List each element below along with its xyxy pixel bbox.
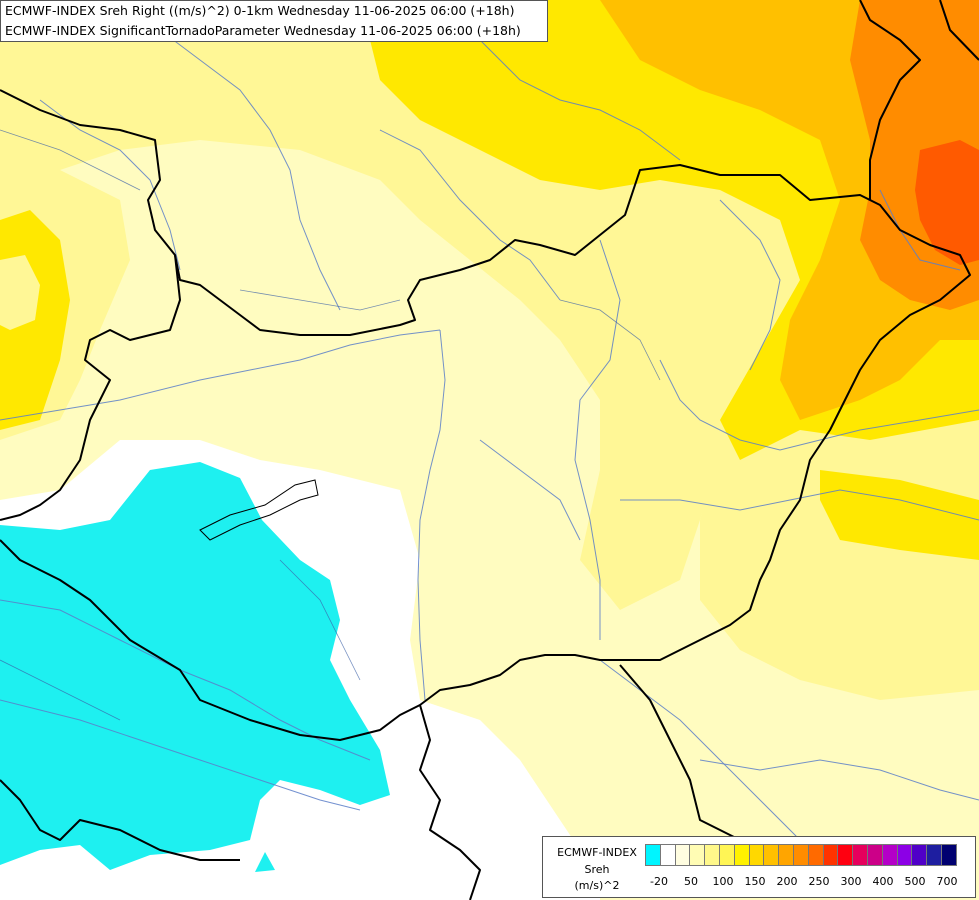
regional-border xyxy=(559,299,661,381)
legend-tick-label: 400 xyxy=(872,875,894,888)
legend-tick-label: 300 xyxy=(840,875,862,888)
legend-tick-label: -20 xyxy=(650,875,668,888)
legend-swatch xyxy=(822,844,839,866)
legend-swatch xyxy=(792,844,809,866)
legend-swatch xyxy=(852,844,868,866)
legend-swatch xyxy=(837,844,854,866)
legend-swatch xyxy=(645,844,661,866)
river xyxy=(699,759,979,801)
legend-tick-label: 100 xyxy=(712,875,734,888)
title-sreh: ECMWF-INDEX Sreh Right ((m/s)^2) 0-1km W… xyxy=(5,3,515,18)
field-gold-east-lower xyxy=(820,470,979,560)
river xyxy=(620,489,979,521)
river xyxy=(479,39,681,161)
legend-tick-label: 150 xyxy=(744,875,766,888)
river xyxy=(659,359,979,451)
river xyxy=(379,129,561,301)
legend-swatch xyxy=(718,844,735,866)
legend-tick-label: 250 xyxy=(808,875,830,888)
river xyxy=(574,239,621,640)
river xyxy=(0,699,361,811)
legend-parameter: Sreh xyxy=(584,863,610,876)
legend-tick-label: 50 xyxy=(684,875,698,888)
legend-swatch xyxy=(659,844,676,866)
border xyxy=(0,254,181,521)
border xyxy=(419,704,481,900)
legend-swatch xyxy=(866,844,883,866)
field-cyan xyxy=(0,462,390,870)
river xyxy=(719,199,781,371)
legend-swatch xyxy=(748,844,765,866)
map-title-box: ECMWF-INDEX Sreh Right ((m/s)^2) 0-1km W… xyxy=(0,0,548,42)
river xyxy=(159,29,341,311)
river xyxy=(0,329,441,421)
legend-swatch xyxy=(896,844,913,866)
field-yellow-west-blob-inner xyxy=(0,255,40,330)
regional-border xyxy=(0,659,121,721)
river xyxy=(879,189,961,271)
legend-tick-label: 500 xyxy=(904,875,926,888)
legend-swatch xyxy=(689,844,706,866)
legend-unit: (m/s)^2 xyxy=(574,879,620,892)
legend-swatch xyxy=(733,844,750,866)
field-deep-orange xyxy=(915,140,979,265)
legend-model: ECMWF-INDEX xyxy=(557,846,637,859)
legend-swatches xyxy=(645,844,957,866)
lake-balaton xyxy=(199,479,319,541)
regional-border xyxy=(0,129,141,191)
regional-border xyxy=(279,559,361,681)
legend-swatch xyxy=(704,844,720,866)
legend-swatch xyxy=(674,844,691,866)
regional-borders xyxy=(0,129,661,721)
legend-swatch xyxy=(911,844,928,866)
legend-tick-label: 200 xyxy=(776,875,798,888)
river xyxy=(39,99,181,271)
legend-swatch xyxy=(807,844,824,866)
legend-swatch xyxy=(778,844,794,866)
color-legend: ECMWF-INDEX Sreh (m/s)^2 -20 50 100 150 200 2… xyxy=(542,836,976,898)
border xyxy=(939,0,979,61)
border xyxy=(0,779,240,861)
field-cyan-small xyxy=(255,852,275,872)
rivers xyxy=(0,29,979,881)
title-stp: ECMWF-INDEX SignificantTornadoParameter … xyxy=(5,23,521,38)
legend-swatch xyxy=(926,844,942,866)
legend-swatch xyxy=(881,844,898,866)
legend-tick-label: 700 xyxy=(936,875,958,888)
river xyxy=(479,439,581,541)
legend-swatch xyxy=(763,844,780,866)
regional-border xyxy=(239,289,401,311)
legend-swatch xyxy=(940,844,957,866)
border xyxy=(859,0,921,200)
border xyxy=(0,89,971,741)
river xyxy=(417,329,446,701)
